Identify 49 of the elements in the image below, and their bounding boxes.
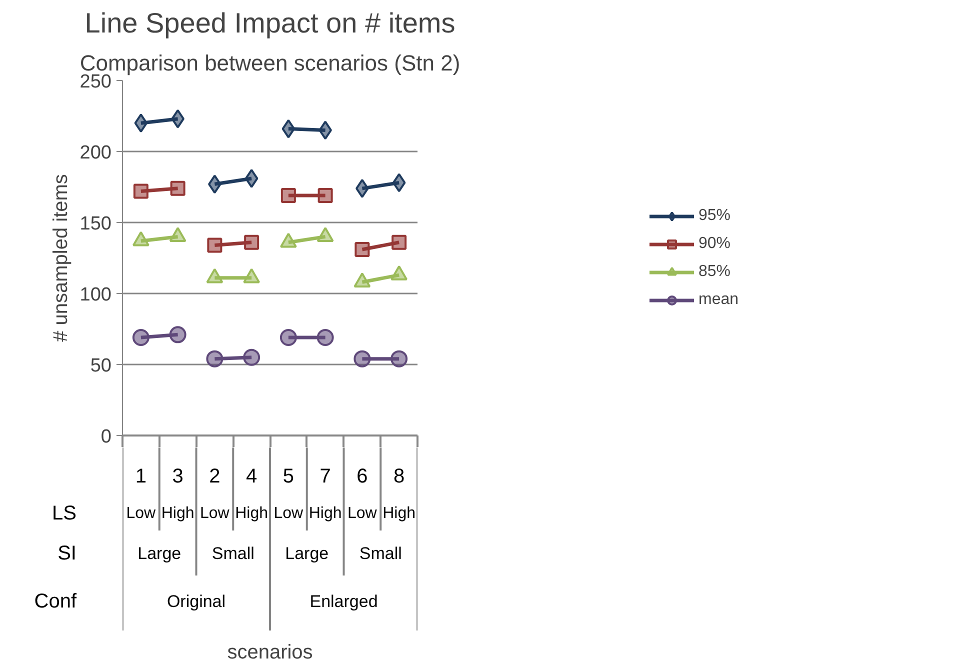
- point: [244, 234, 260, 250]
- point: [318, 188, 333, 204]
- category-label: 4 High: [235, 466, 268, 522]
- point: [392, 173, 406, 192]
- y-tick-label: 150: [80, 214, 112, 234]
- point: [169, 326, 186, 344]
- category-label: 7 High: [308, 466, 342, 522]
- point: [170, 180, 186, 196]
- point: [354, 242, 370, 257]
- point: [316, 329, 334, 346]
- point: [243, 348, 260, 366]
- point: [207, 238, 222, 253]
- point: [280, 188, 296, 204]
- y-axis-title: # unsampled items: [50, 174, 72, 342]
- text: Large: [138, 544, 182, 563]
- y-tick-label: 0: [100, 426, 112, 448]
- point: [282, 119, 296, 138]
- text: SI: [58, 542, 77, 564]
- point: [392, 234, 407, 250]
- point: [390, 350, 408, 368]
- legend-label: 85%: [698, 262, 731, 280]
- category-label: 6 Low: [348, 466, 377, 522]
- y-tick-label: 50: [90, 356, 112, 376]
- category-label: 3 High: [161, 466, 194, 522]
- category-label: 1 Low: [126, 466, 156, 522]
- y-tick-label: 200: [80, 142, 112, 164]
- point: [206, 350, 224, 368]
- category-label: 5 Low: [274, 466, 304, 522]
- text: Conf: [34, 590, 77, 612]
- legend-label: 90%: [698, 234, 731, 252]
- point: [133, 184, 148, 199]
- point: [132, 329, 150, 346]
- y-tick-label: 100: [80, 284, 112, 306]
- text: scenarios: [227, 642, 313, 664]
- text: Large: [285, 544, 329, 563]
- chart-title: Line Speed Impact on # items: [84, 8, 456, 38]
- legend-label: mean: [698, 290, 739, 308]
- legend-label: 95%: [698, 206, 731, 224]
- category-label: 2 Low: [200, 466, 230, 522]
- point: [244, 168, 258, 188]
- text: Small: [359, 544, 402, 563]
- text: Enlarged: [310, 592, 378, 611]
- text: LS: [52, 502, 77, 524]
- point: [134, 114, 148, 133]
- text: Small: [212, 544, 254, 563]
- text: Original: [166, 592, 226, 611]
- category-label: 8 High: [382, 466, 416, 522]
- point: [354, 350, 371, 368]
- point: [280, 329, 297, 346]
